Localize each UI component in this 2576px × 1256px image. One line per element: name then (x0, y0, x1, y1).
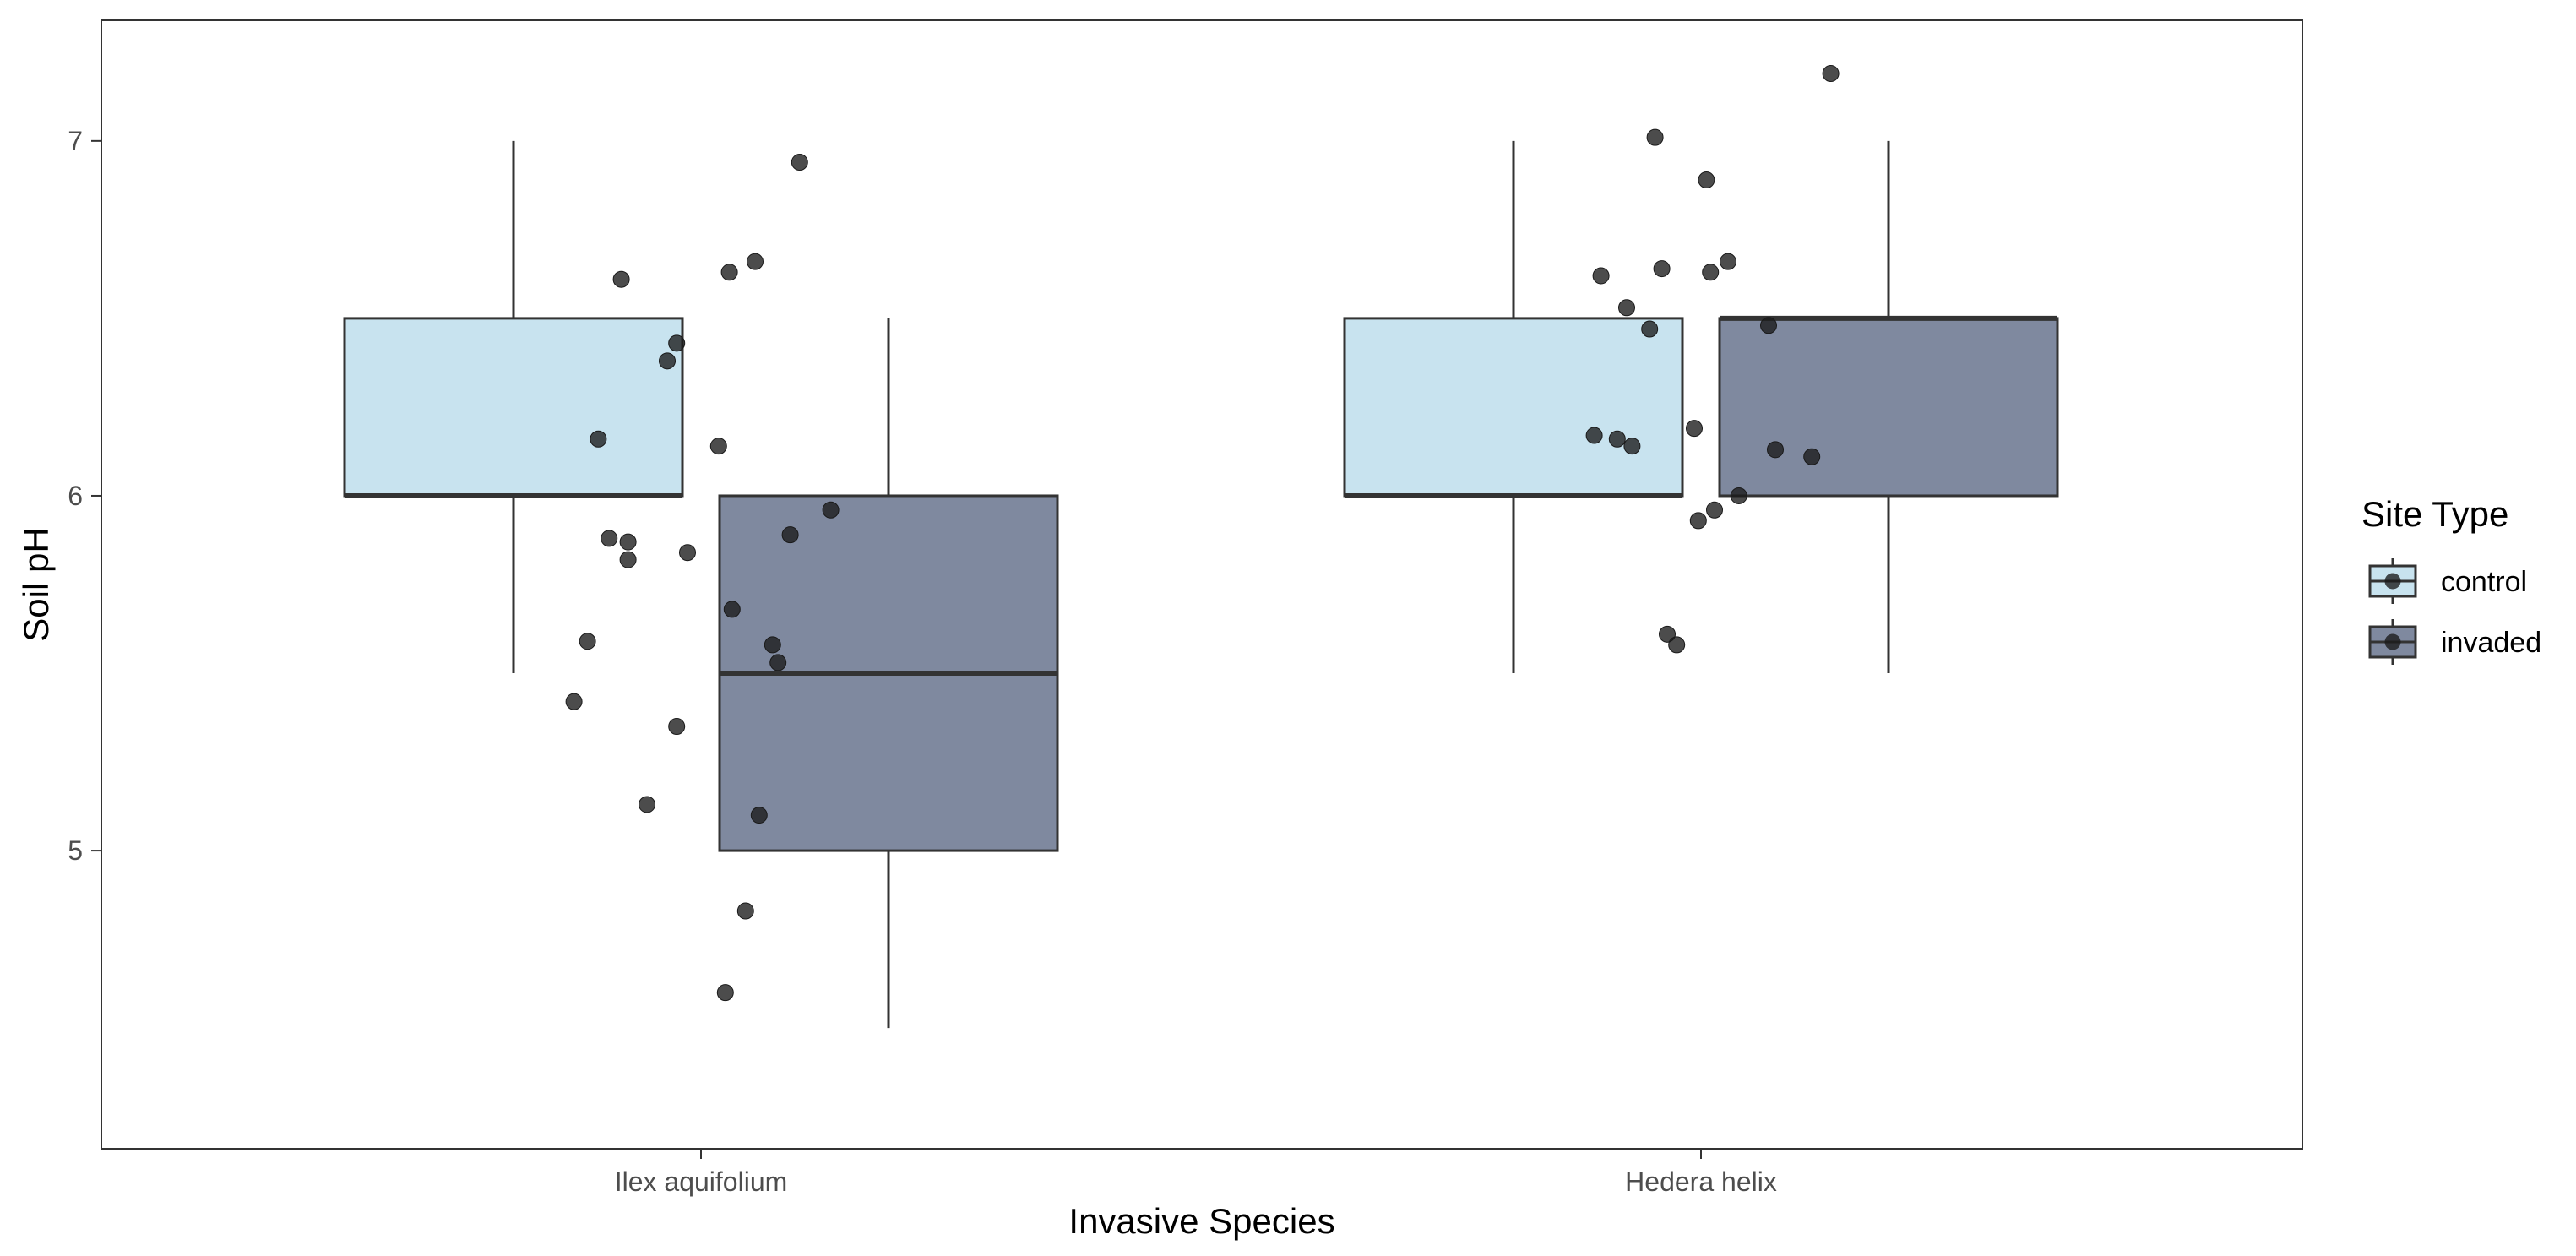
data-point (601, 530, 618, 547)
data-point (747, 253, 764, 270)
data-point (791, 154, 808, 171)
data-point (723, 601, 741, 618)
data-point (1706, 501, 1723, 519)
data-point (565, 693, 583, 710)
data-point (579, 633, 596, 650)
data-point (619, 551, 637, 568)
data-point (709, 438, 727, 455)
x-tick-label: Hedera helix (1625, 1166, 1777, 1197)
data-point (720, 264, 738, 281)
data-point (668, 718, 686, 736)
x-axis-title: Invasive Species (1068, 1201, 1334, 1241)
data-point (1623, 438, 1641, 455)
box-control-0 (343, 140, 684, 674)
data-point (639, 796, 655, 813)
data-point (1702, 264, 1720, 281)
data-point (1730, 487, 1747, 504)
data-point (1659, 625, 1676, 643)
data-point (716, 984, 734, 1002)
data-point (1592, 267, 1610, 285)
panel-border (101, 19, 2303, 1150)
legend-item-invaded: invaded (2368, 619, 2541, 665)
data-point (736, 902, 754, 920)
data-point (1803, 448, 1821, 465)
box-body (343, 317, 684, 498)
legend-label: invaded (2441, 627, 2541, 659)
box-invaded-1 (1718, 140, 2059, 674)
data-point (1767, 441, 1784, 459)
data-point (1653, 260, 1671, 278)
axes: 5 6 7 Ilex aquifolium Hedera helix (68, 126, 1777, 1197)
data-point (1585, 427, 1603, 444)
data-point (659, 352, 676, 370)
data-point (1668, 636, 1686, 654)
data-point (1686, 420, 1703, 438)
box-body (1343, 317, 1684, 498)
legend-title: Site Type (2361, 494, 2508, 534)
data-point (1618, 299, 1635, 317)
data-point (590, 430, 607, 448)
y-tick-label: 5 (68, 835, 83, 866)
data-point (1646, 128, 1664, 146)
data-point (769, 654, 787, 671)
plot-panel (101, 19, 2303, 1150)
data-point (1698, 171, 1715, 189)
data-point (679, 544, 696, 562)
data-point (750, 807, 768, 824)
box-control-1 (1343, 140, 1684, 674)
data-point (1760, 317, 1777, 334)
data-point (1689, 512, 1707, 530)
data-point (1641, 320, 1659, 338)
y-tick-label: 6 (68, 481, 83, 511)
data-point (619, 533, 637, 551)
data-point (668, 334, 686, 352)
y-tick-label: 7 (68, 126, 83, 156)
data-point (822, 501, 840, 519)
box-invaded-0 (718, 318, 1059, 1029)
jitter-points (565, 65, 1840, 1002)
data-point (1720, 253, 1736, 270)
x-tick-label: Ilex aquifolium (615, 1166, 788, 1197)
legend: Site Type control invaded (2361, 494, 2541, 665)
data-point (764, 636, 781, 654)
legend-item-control: control (2368, 558, 2527, 604)
box-body (1718, 317, 2059, 498)
data-point (1822, 65, 1840, 83)
data-point (781, 526, 799, 544)
y-axis-title: Soil pH (16, 527, 56, 641)
data-point (612, 270, 630, 288)
data-point (1608, 430, 1626, 448)
boxplots (343, 140, 2059, 1029)
legend-key-point (2384, 633, 2401, 650)
legend-key-point (2384, 573, 2401, 590)
legend-label: control (2441, 566, 2527, 598)
